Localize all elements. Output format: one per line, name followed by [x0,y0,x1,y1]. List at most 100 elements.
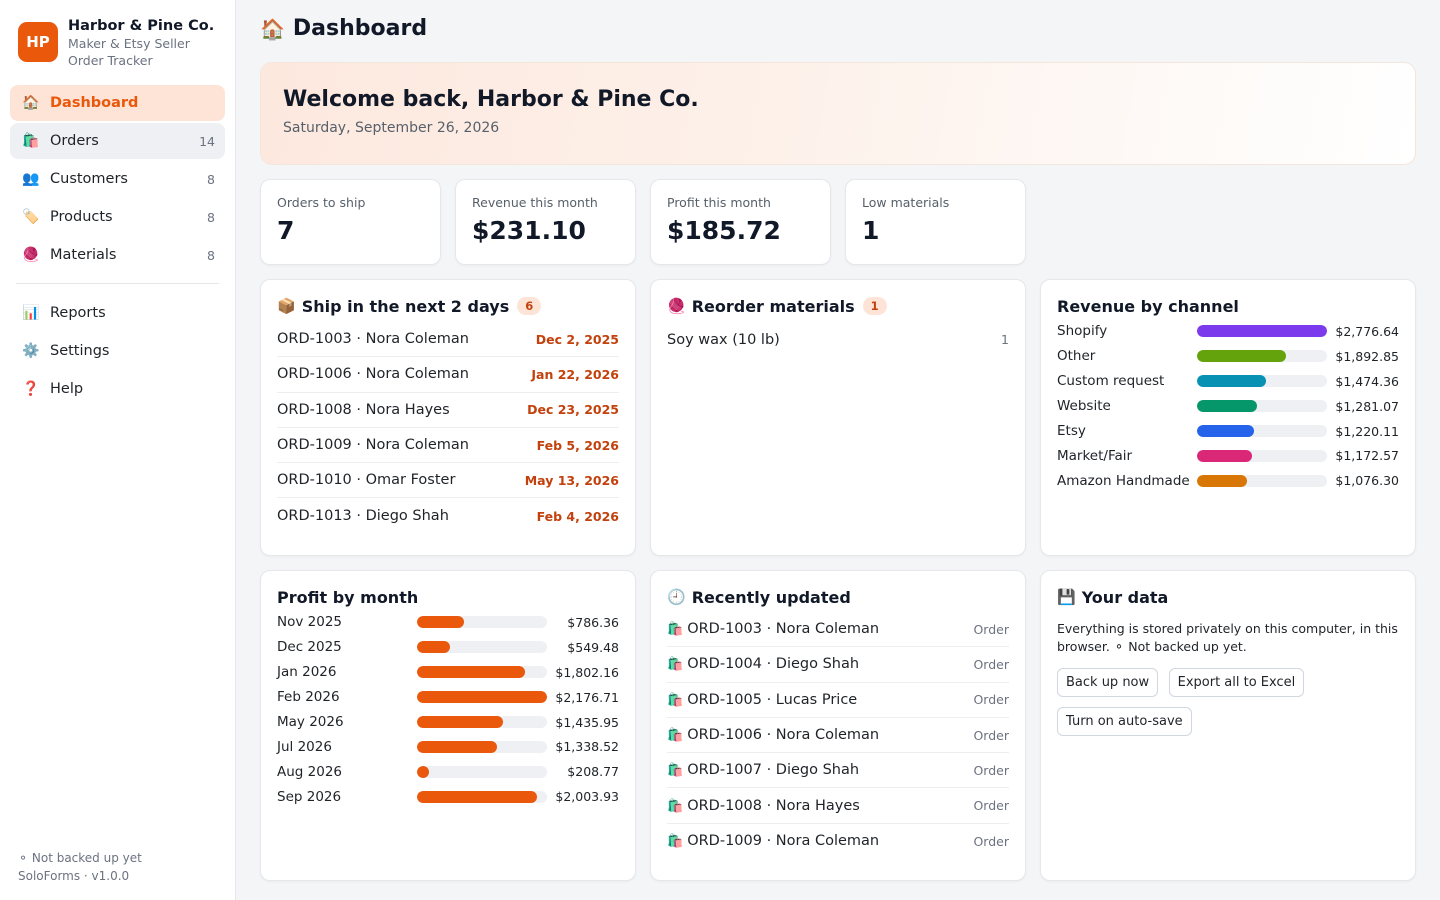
reorder-material-row[interactable]: Soy wax (10 lb) 1 [667,322,1009,357]
bar-value: $1,281.07 [1335,398,1399,414]
sidebar-item-orders[interactable]: 🛍️ Orders 14 [10,123,225,159]
ship-date: May 13, 2026 [524,472,619,488]
recently-updated-panel: 🕘 Recently updated 🛍️ ORD-1003 · Nora Col… [650,570,1026,881]
ship-order-row[interactable]: ORD-1008 · Nora Hayes Dec 23, 2025 [277,393,619,428]
nav-divider [16,283,219,284]
back-up-now-button[interactable]: Back up now [1057,668,1159,697]
welcome-heading: Welcome back, Harbor & Pine Co. [283,87,699,112]
bar-label: Aug 2026 [277,763,343,780]
ship-order-row[interactable]: ORD-1003 · Nora Coleman Dec 2, 2025 [277,322,619,358]
export-excel-button[interactable]: Export all to Excel [1168,668,1305,697]
ship-order-row[interactable]: ORD-1010 · Omar Foster May 13, 2026 [277,463,619,499]
auto-save-button[interactable]: Turn on auto-save [1057,707,1192,736]
bar-fill [417,716,503,728]
stat-card-low-materials[interactable]: Low materials 1 [845,179,1026,265]
material-label: Soy wax (10 lb) [667,331,780,348]
bar-fill [417,666,525,679]
ship-order-row[interactable]: ORD-1006 · Nora Coleman Jan 22, 2026 [277,357,619,393]
bar-label: Jan 2026 [277,664,337,681]
reorder-panel: 🧶 Reorder materials 1 Soy wax (10 lb) 1 [650,279,1026,556]
sidebar-item-customers[interactable]: 👥 Customers 8 [10,161,225,197]
settings-icon: ⚙️ [22,343,40,359]
recent-item-row[interactable]: 🛍️ ORD-1008 · Nora Hayes Order [667,788,1009,824]
revenue-channel-panel: Revenue by channel Shopify $2,776.64 Other… [1040,279,1416,556]
bar-value: $2,776.64 [1335,323,1399,339]
recent-item: 🛍️ ORD-1008 · Nora Hayes [667,798,860,814]
ship-date: Feb 4, 2026 [536,508,619,524]
nav-secondary: 📊 Reports ⚙️ Settings ❓ Help [10,295,225,407]
ship-date: Feb 5, 2026 [536,437,619,453]
shopping-bag-icon: 🛍️ [667,622,684,638]
yarn-icon: 🧶 [667,297,686,315]
recent-item-row[interactable]: 🛍️ ORD-1009 · Nora Coleman Order [667,824,1009,859]
recent-item-row[interactable]: 🛍️ ORD-1005 · Lucas Price Order [667,683,1009,718]
recent-item-row[interactable]: 🛍️ ORD-1003 · Nora Coleman Order [667,612,1009,648]
recent-item-row[interactable]: 🛍️ ORD-1004 · Diego Shah Order [667,647,1009,683]
help-icon: ❓ [22,381,40,397]
recent-item: 🛍️ ORD-1003 · Nora Coleman [667,621,879,637]
orders-icon: 🛍️ [22,133,40,149]
recent-item-type: Order [973,727,1009,743]
bar-label: Shopify [1057,323,1108,340]
sidebar-item-materials[interactable]: 🧶 Materials 8 [10,237,225,273]
sidebar-item-label: Orders [50,133,99,149]
bar-fill [417,765,430,778]
bar-track [417,740,547,753]
bar-fill [417,790,537,803]
recent-item-row[interactable]: 🛍️ ORD-1007 · Diego Shah Order [667,753,1009,789]
recent-item-label: ORD-1009 · Nora Coleman [687,833,880,850]
bar-track [1197,474,1327,487]
bar-fill [417,641,450,654]
bar-row: Amazon Handmade $1,076.30 [1057,468,1399,493]
bar-fill [417,691,547,704]
bar-row: Custom request $1,474.36 [1057,369,1399,394]
dashboard-icon: 🏠 [22,95,40,111]
recent-item-row[interactable]: 🛍️ ORD-1006 · Nora Coleman Order [667,718,1009,754]
brand-tagline: Maker & Etsy Seller [68,36,190,51]
brand: HP Harbor & Pine Co. Maker & Etsy Seller… [18,17,214,69]
sidebar-nav: 🏠 Dashboard 🛍️ Orders 14 👥 Customers 8 🏷️ Product… [10,85,225,409]
bar-track [1197,425,1327,437]
recent-list: 🛍️ ORD-1003 · Nora Coleman Order 🛍️ ORD-1004… [667,612,1009,859]
recent-item-type: Order [973,692,1009,708]
yourdata-title-text: Your data [1081,587,1169,607]
bar-label: Sep 2026 [277,788,342,805]
stat-card-profit[interactable]: Profit this month $185.72 [650,179,831,265]
bar-track [417,666,547,679]
sidebar-item-products[interactable]: 🏷️ Products 8 [10,199,225,235]
sidebar-item-dashboard[interactable]: 🏠 Dashboard [10,85,225,121]
recent-item: 🛍️ ORD-1004 · Diego Shah [667,656,859,672]
bar-label: Market/Fair [1057,447,1133,464]
bar-fill [417,740,497,753]
ship-order-row[interactable]: ORD-1009 · Nora Coleman Feb 5, 2026 [277,428,619,464]
sidebar-item-settings[interactable]: ⚙️ Settings [10,333,225,369]
stat-card-orders-to-ship[interactable]: Orders to ship 7 [260,179,441,265]
sidebar-item-label: Reports [50,305,106,321]
bar-label: Etsy [1057,423,1086,439]
bar-fill [1197,449,1252,462]
shopping-bag-icon: 🛍️ [667,692,684,708]
bar-value: $2,176.71 [555,689,619,705]
order-label: ORD-1013 · Diego Shah [277,508,449,525]
backup-status: ⚬ Not backed up yet [18,851,142,865]
channel-panel-title: Revenue by channel [1057,296,1239,316]
sidebar-item-reports[interactable]: 📊 Reports [10,295,225,331]
stat-label: Revenue this month [472,195,598,210]
stat-card-revenue[interactable]: Revenue this month $231.10 [455,179,636,265]
bar-track [417,616,547,629]
ship-order-row[interactable]: ORD-1013 · Diego Shah Feb 4, 2026 [277,498,619,533]
bar-row: Etsy $1,220.11 [1057,419,1399,444]
storage-notice: Everything is stored privately on this c… [1057,621,1398,654]
stat-label: Orders to ship [277,195,366,210]
welcome-banner: Welcome back, Harbor & Pine Co. Saturday… [260,62,1416,165]
brand-name: Harbor & Pine Co. [68,18,215,34]
data-actions: Back up now Export all to Excel [1057,668,1399,697]
recent-item-label: ORD-1006 · Nora Coleman [687,727,880,744]
shopping-bag-icon: 🛍️ [667,657,684,673]
bar-label: Amazon Handmade [1057,472,1190,489]
recent-item: 🛍️ ORD-1009 · Nora Coleman [667,833,879,849]
sidebar-item-help[interactable]: ❓ Help [10,371,225,407]
sidebar-item-label: Dashboard [50,95,139,111]
reorder-list: Soy wax (10 lb) 1 [667,322,1009,357]
profit-bars: Nov 2025 $786.36 Dec 2025 $549.48 Jan 2026 $1… [277,610,619,809]
